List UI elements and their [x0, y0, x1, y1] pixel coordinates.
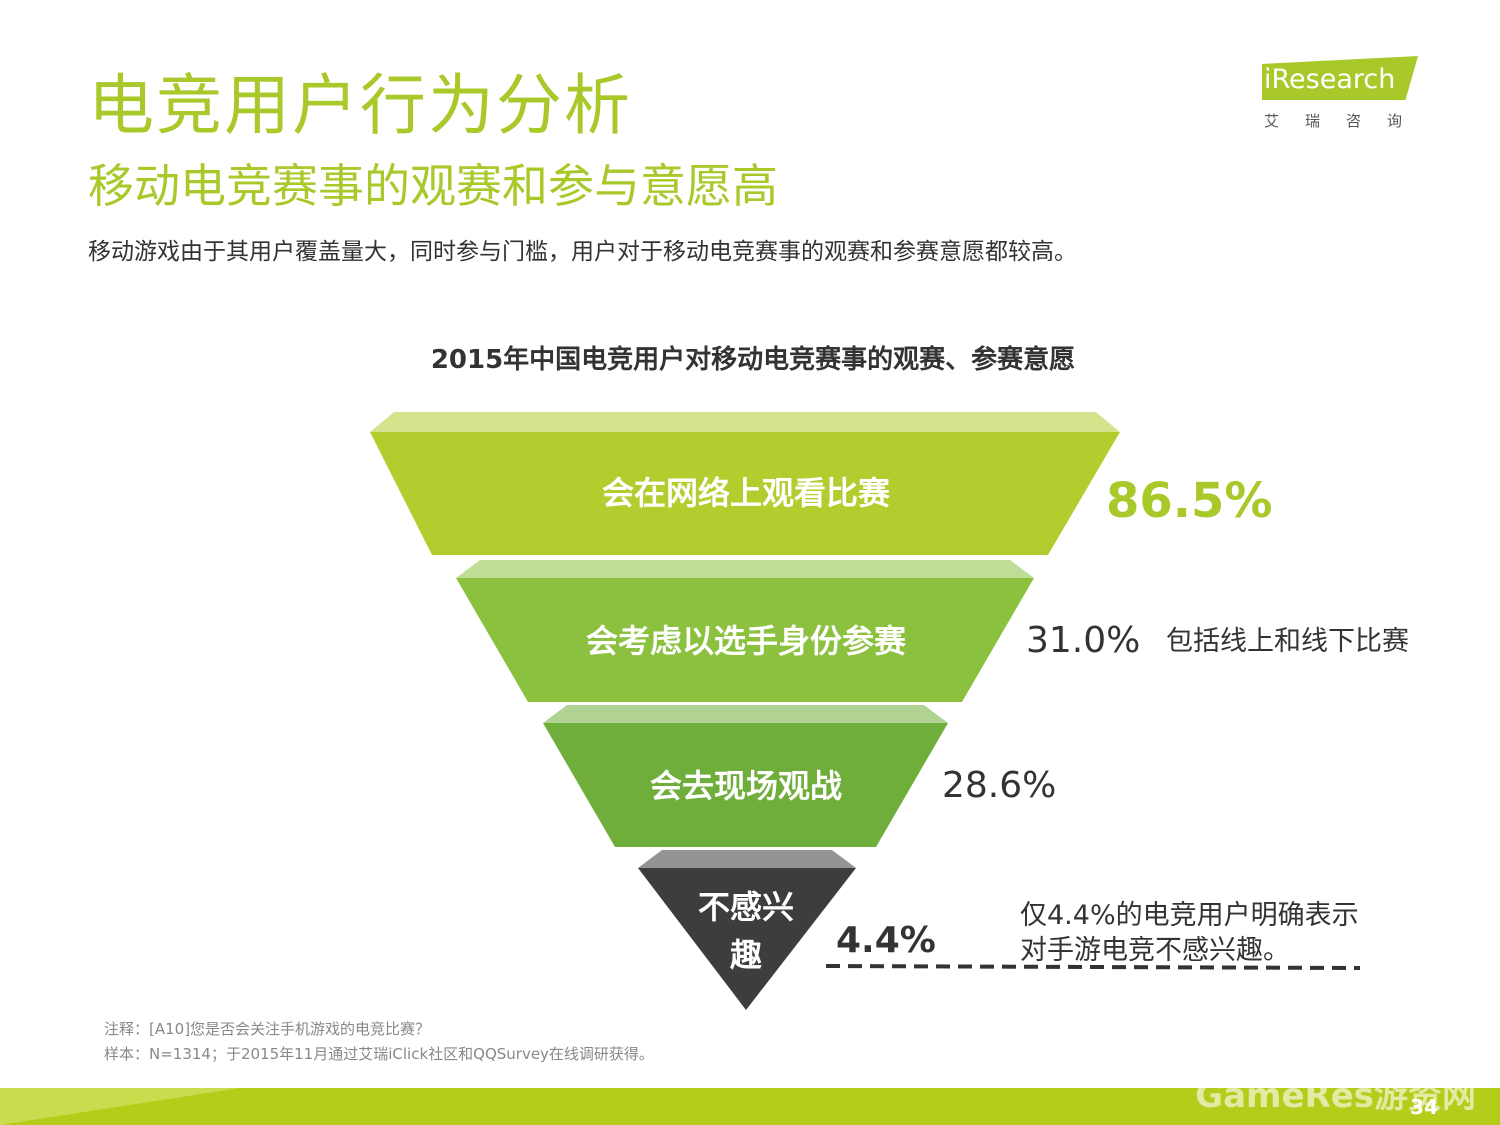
funnel-tier-label: 不感兴: [698, 888, 794, 926]
funnel-tier: [638, 868, 856, 1010]
annotation-dashed-line: [825, 964, 1361, 970]
funnel-tier-label: 会在网络上观看比赛: [602, 474, 891, 512]
funnel-tier-label: 会考虑以选手身份参赛: [586, 622, 907, 660]
funnel-tier: [456, 578, 1034, 702]
annotation-online-offline: 包括线上和线下比赛: [1166, 626, 1409, 657]
logo-text: iResearch: [1264, 64, 1396, 95]
logo-cn-text: 艾瑞咨询: [1264, 112, 1429, 130]
funnel-value-label: 86.5%: [1106, 473, 1273, 529]
funnel-value-label: 4.4%: [836, 920, 936, 961]
funnel-tier-bevel: [638, 850, 856, 868]
iresearch-logo: iResearch 艾瑞咨询: [1258, 56, 1420, 136]
footer-bar: [0, 1088, 1500, 1125]
annotation-not-interested: 仅4.4%的电竞用户明确表示: [1020, 900, 1359, 931]
footnote-note: 注释：[A10]您是否会关注手机游戏的电竞比赛？: [104, 1020, 431, 1038]
funnel-tier-bevel: [543, 705, 948, 723]
funnel-tier: [543, 723, 948, 847]
annotation-not-interested: 对手游电竞不感兴趣。: [1020, 935, 1290, 966]
logo-badge: [1262, 56, 1418, 100]
footnote-sample: 样本：N=1314；于2015年11月通过艾瑞iClick社区和QQSurvey…: [104, 1045, 654, 1063]
funnel-tier-bevel: [456, 560, 1034, 578]
page-subtitle: 移动电竞赛事的观赛和参与意愿高: [88, 159, 778, 213]
funnel-tier-label: 趣: [730, 936, 762, 974]
funnel-value-label: 31.0%: [1026, 620, 1140, 661]
funnel-tier-bevel: [370, 412, 1120, 432]
chart-title: 2015年中国电竞用户对移动电竞赛事的观赛、参赛意愿: [431, 344, 1075, 375]
funnel-tier-label: 会去现场观战: [650, 767, 842, 805]
funnel-value-label: 28.6%: [942, 765, 1056, 806]
page-title: 电竞用户行为分析: [88, 67, 632, 144]
page-description: 移动游戏由于其用户覆盖量大，同时参与门槛，用户对于移动电竞赛事的观赛和参赛意愿都…: [88, 239, 1077, 265]
watermark: GameRes游资网: [1195, 1076, 1476, 1116]
page-number: 34: [1410, 1095, 1438, 1119]
funnel-tier: [370, 432, 1120, 555]
